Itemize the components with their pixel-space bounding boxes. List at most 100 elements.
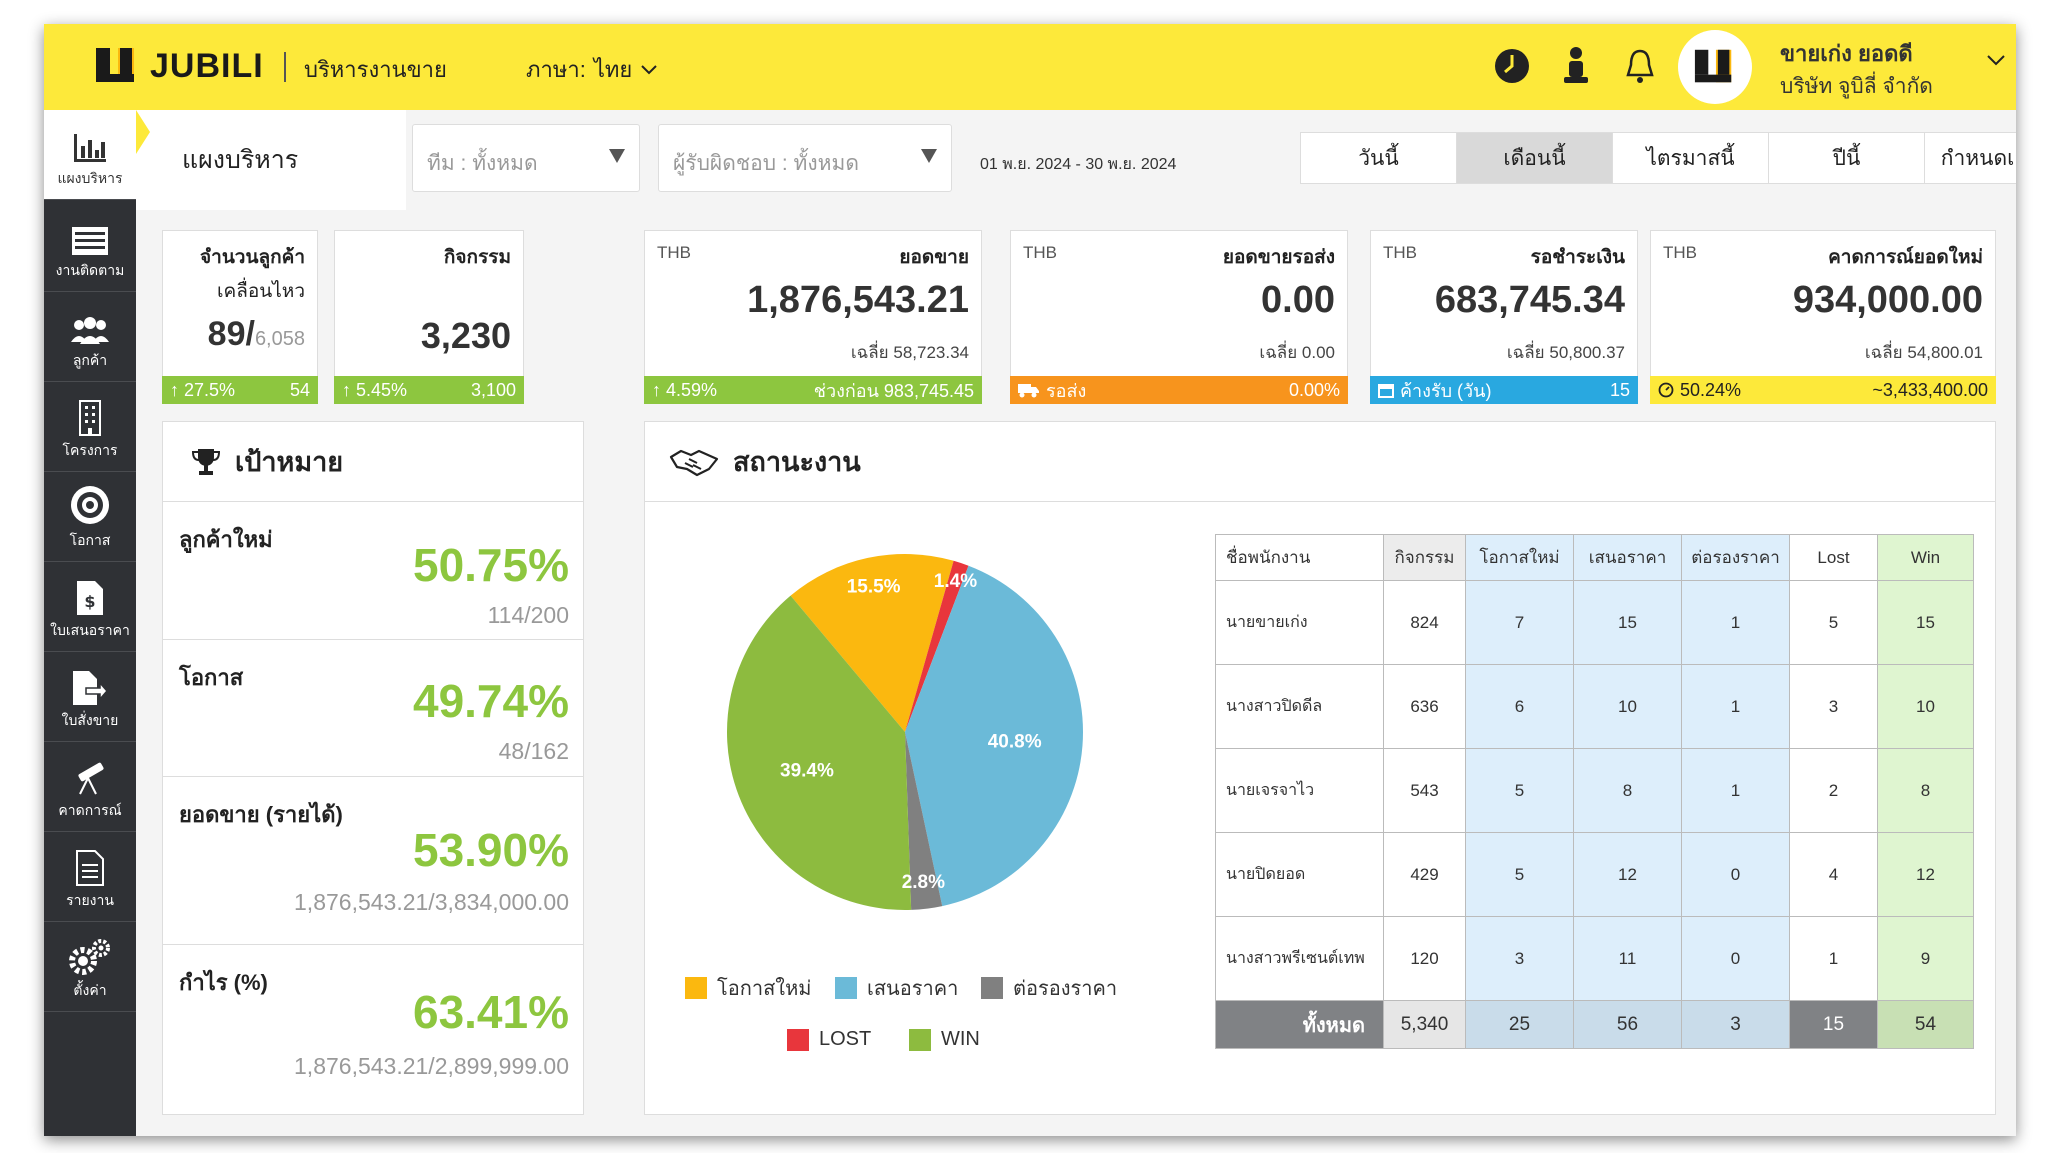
card-value: 683,745.34	[1434, 279, 1625, 321]
card-average: เฉลี่ย 54,800.01	[1864, 343, 1983, 362]
brand-logo[interactable]: JUBILI	[94, 46, 264, 86]
card-value: 0.00	[1261, 279, 1335, 321]
table-row[interactable]: นางสาวพรีเซนต์เทพ 120 3 11 0 1 9	[1215, 916, 1974, 1001]
legend-item-new-opportunity: โอกาสใหม่	[685, 972, 811, 1004]
goal-progress: 48/162	[498, 738, 569, 764]
table-cell: 1	[1681, 580, 1790, 665]
goal-label: โอกาส	[179, 665, 244, 690]
sidebar: แผงบริหาร งานติดตาม ลูกค้า โครงการ โอกาส…	[44, 110, 136, 1136]
sidebar-item-label: คาดการณ์	[58, 802, 122, 818]
total-cell: 54	[1877, 1000, 1974, 1049]
pie-slice-new-opportunity[interactable]	[790, 554, 954, 732]
card-footer: 50.24% ~3,433,400.00	[1650, 376, 1996, 404]
currency-label: THB	[657, 243, 691, 262]
table-row[interactable]: นายปิดยอด 429 5 12 0 4 12	[1215, 832, 1974, 917]
truck-icon	[1018, 384, 1039, 398]
col-quotation: เสนอราคา	[1573, 534, 1682, 581]
goals-panel: เป้าหมาย ลูกค้าใหม่ 50.75% 114/200 โอกาส…	[162, 421, 584, 1115]
customers-card[interactable]: จำนวนลูกค้า เคลื่อนไหว 89/6,058 ↑ 27.5% 54	[162, 230, 318, 404]
goal-percent: 49.74%	[412, 675, 569, 727]
avatar[interactable]	[1678, 30, 1752, 104]
tab-custom[interactable]: กำหนดเอง	[1925, 133, 2016, 183]
sidebar-item-label: งานติดตาม	[55, 262, 125, 278]
calendar-icon	[1378, 384, 1394, 398]
sidebar-item-settings[interactable]: ตั้งค่า	[44, 922, 136, 1012]
table-cell: 12	[1573, 832, 1682, 917]
sidebar-item-label: รายงาน	[66, 892, 114, 908]
table-cell: 5	[1789, 580, 1878, 665]
table-row[interactable]: นายขายเก่ง 824 7 15 1 5 15	[1215, 580, 1974, 665]
pie-slice-negotiation[interactable]	[905, 732, 943, 910]
currency-label: THB	[1383, 243, 1417, 262]
users-icon	[71, 317, 109, 344]
table-row[interactable]: นางสาวปิดดีล 636 6 10 1 3 10	[1215, 664, 1974, 749]
sidebar-item-followup[interactable]: งานติดตาม	[44, 202, 136, 292]
pie-slice-quotation[interactable]	[905, 565, 1083, 907]
activities-card[interactable]: กิจกรรม 3,230 ↑ 5.45% 3,100	[334, 230, 524, 404]
tab-this-quarter[interactable]: ไตรมาสนี้	[1613, 133, 1769, 183]
table-cell: 4	[1789, 832, 1878, 917]
table-cell: 15	[1573, 580, 1682, 665]
card-average: เฉลี่ย 0.00	[1259, 343, 1335, 362]
sidebar-item-quotations[interactable]: $ ใบเสนอราคา	[44, 562, 136, 652]
total-cell: 56	[1573, 1000, 1682, 1049]
bell-icon[interactable]	[1618, 44, 1662, 88]
col-win: Win	[1877, 534, 1974, 581]
sidebar-item-reports[interactable]: รายงาน	[44, 832, 136, 922]
trophy-icon	[191, 448, 221, 475]
user-menu-chevron-icon[interactable]	[1986, 54, 2006, 68]
jubili-logo-icon	[96, 48, 134, 82]
card-footer: ↑ 5.45% 3,100	[334, 376, 524, 404]
receivable-card[interactable]: THB รอชำระเงิน 683,745.34 เฉลี่ย 50,800.…	[1370, 230, 1638, 404]
total-cell: 3	[1681, 1000, 1790, 1049]
goal-revenue[interactable]: ยอดขาย (รายได้) 53.90% 1,876,543.21/3,83…	[163, 777, 583, 945]
page-title: แผงบริหาร	[182, 146, 299, 174]
employee-name-cell: นายปิดยอด	[1215, 832, 1384, 917]
active-indicator	[136, 110, 150, 154]
goal-percent: 63.41%	[412, 986, 569, 1038]
card-average: เฉลี่ย 50,800.37	[1506, 343, 1625, 362]
team-filter-select[interactable]: ทีม : ทั้งหมด	[412, 124, 640, 192]
sidebar-item-forecast[interactable]: คาดการณ์	[44, 742, 136, 832]
goal-progress: 1,876,543.21/3,834,000.00	[294, 889, 569, 915]
goal-new-customers[interactable]: ลูกค้าใหม่ 50.75% 114/200	[163, 502, 583, 640]
telescope-icon	[78, 762, 104, 795]
goal-opportunities[interactable]: โอกาส 49.74% 48/162	[163, 640, 583, 777]
employee-name-cell: นายเจรจาไว	[1215, 748, 1384, 833]
table-cell: 1	[1789, 916, 1878, 1001]
pending-delivery-card[interactable]: THB ยอดขายรอส่ง 0.00 เฉลี่ย 0.00 รอส่ง 0…	[1010, 230, 1348, 404]
sidebar-item-projects[interactable]: โครงการ	[44, 382, 136, 472]
sidebar-item-sales-orders[interactable]: ใบสั่งขาย	[44, 652, 136, 742]
tab-today[interactable]: วันนี้	[1301, 133, 1457, 183]
language-selector[interactable]: ภาษา: ไทย	[526, 52, 658, 87]
sidebar-item-opportunities[interactable]: โอกาส	[44, 472, 136, 562]
sidebar-item-customers[interactable]: ลูกค้า	[44, 292, 136, 382]
card-footer: ↑ 4.59% ช่วงก่อน 983,745.45	[644, 376, 982, 404]
list-icon	[72, 227, 108, 255]
table-row[interactable]: นายเจรจาไว 543 5 8 1 2 8	[1215, 748, 1974, 833]
sales-card[interactable]: THB ยอดขาย 1,876,543.21 เฉลี่ย 58,723.34…	[644, 230, 982, 404]
employee-status-table: ชื่อพนักงาน กิจกรรม โอกาสใหม่ เสนอราคา ต…	[1215, 534, 1974, 1049]
tab-this-month[interactable]: เดือนนี้	[1457, 133, 1613, 183]
clock-icon[interactable]	[1490, 44, 1534, 88]
table-total-row: ทั้งหมด 5,340 25 56 3 15 54	[1215, 1000, 1974, 1049]
table-cell: 1	[1681, 664, 1790, 749]
table-cell: 11	[1573, 916, 1682, 1001]
total-label: ทั้งหมด	[1215, 1000, 1384, 1049]
table-cell: 636	[1383, 664, 1466, 749]
col-new-opportunity: โอกาสใหม่	[1465, 534, 1574, 581]
gears-icon	[69, 939, 110, 975]
person-icon[interactable]	[1554, 44, 1598, 88]
legend-item-quotation: เสนอราคา	[835, 972, 958, 1004]
table-cell: 5	[1465, 748, 1574, 833]
pie-slice-lost[interactable]	[905, 560, 969, 732]
goal-profit[interactable]: กำไร (%) 63.41% 1,876,543.21/2,899,999.0…	[163, 945, 583, 1114]
user-name: ขายเก่ง ยอดดี	[1780, 41, 1913, 66]
tab-this-year[interactable]: ปีนี้	[1769, 133, 1925, 183]
pie-slice-win[interactable]	[727, 595, 912, 910]
forecast-card[interactable]: THB คาดการณ์ยอดใหม่ 934,000.00 เฉลี่ย 54…	[1650, 230, 1996, 404]
sidebar-item-dashboard[interactable]: แผงบริหาร	[44, 110, 136, 200]
card-average: เฉลี่ย 58,723.34	[850, 343, 969, 362]
status-title: สถานะงาน	[733, 447, 861, 477]
owner-filter-select[interactable]: ผู้รับผิดชอบ : ทั้งหมด	[658, 124, 952, 192]
